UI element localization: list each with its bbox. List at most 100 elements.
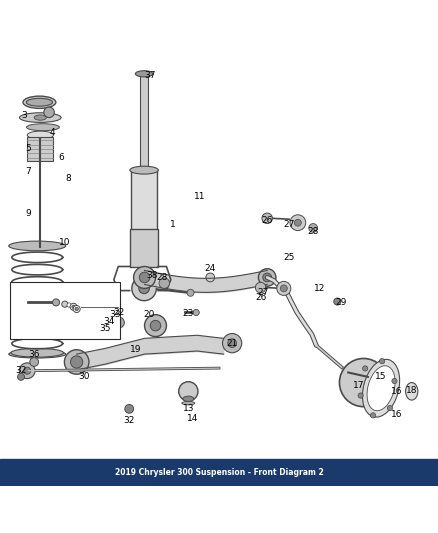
Text: 5: 5	[25, 144, 32, 153]
Circle shape	[262, 213, 272, 223]
Circle shape	[73, 305, 80, 312]
Text: 4: 4	[50, 128, 55, 138]
Ellipse shape	[406, 383, 418, 400]
Bar	[27, 138, 53, 161]
Ellipse shape	[367, 366, 395, 411]
Circle shape	[206, 273, 215, 282]
Text: 34: 34	[103, 317, 114, 326]
Ellipse shape	[34, 115, 46, 120]
Text: 19: 19	[130, 345, 141, 354]
Ellipse shape	[130, 166, 159, 174]
Text: 10: 10	[59, 238, 71, 247]
Bar	[0, 459, 438, 486]
Text: 32: 32	[15, 366, 27, 375]
FancyBboxPatch shape	[10, 282, 120, 339]
Text: 3: 3	[21, 111, 27, 120]
Bar	[130, 229, 158, 266]
Ellipse shape	[363, 359, 399, 417]
Text: 23: 23	[183, 309, 194, 318]
Text: 27: 27	[257, 288, 268, 297]
Ellipse shape	[182, 401, 195, 405]
Circle shape	[277, 281, 291, 295]
Circle shape	[228, 339, 237, 348]
Circle shape	[139, 283, 149, 294]
Circle shape	[134, 266, 155, 288]
Text: 11: 11	[194, 192, 205, 201]
Circle shape	[30, 358, 39, 366]
Circle shape	[70, 303, 77, 310]
Ellipse shape	[23, 96, 56, 108]
Circle shape	[193, 310, 199, 316]
Ellipse shape	[9, 241, 66, 251]
Ellipse shape	[26, 124, 60, 131]
Circle shape	[132, 276, 156, 301]
Circle shape	[114, 317, 124, 328]
Text: 24: 24	[205, 264, 216, 273]
Text: 30: 30	[78, 373, 90, 382]
Circle shape	[392, 378, 397, 384]
Ellipse shape	[11, 349, 64, 357]
Text: 1: 1	[170, 220, 176, 229]
Text: 36: 36	[28, 351, 40, 359]
Ellipse shape	[135, 71, 153, 77]
Text: 35: 35	[99, 324, 111, 333]
Circle shape	[159, 278, 170, 288]
Circle shape	[53, 299, 60, 306]
Text: 6: 6	[58, 152, 64, 161]
Text: 26: 26	[255, 293, 266, 302]
Circle shape	[139, 272, 150, 282]
Text: 15: 15	[375, 373, 387, 382]
Circle shape	[18, 374, 25, 381]
Circle shape	[187, 289, 194, 296]
Circle shape	[371, 413, 376, 418]
Text: 9: 9	[25, 209, 32, 219]
Circle shape	[290, 215, 306, 231]
Circle shape	[379, 359, 385, 364]
Circle shape	[145, 314, 166, 336]
Bar	[140, 74, 148, 170]
Circle shape	[44, 107, 54, 118]
Ellipse shape	[183, 396, 194, 401]
Circle shape	[179, 382, 198, 401]
Circle shape	[75, 307, 78, 311]
Circle shape	[280, 285, 287, 292]
Circle shape	[64, 350, 89, 374]
Text: 26: 26	[261, 216, 273, 225]
Text: 28: 28	[307, 227, 319, 236]
Text: 8: 8	[65, 174, 71, 183]
Circle shape	[309, 223, 318, 232]
Text: 22: 22	[113, 308, 125, 317]
Text: 33: 33	[109, 310, 120, 319]
Circle shape	[71, 356, 83, 368]
Circle shape	[19, 363, 35, 378]
Circle shape	[363, 366, 368, 371]
Ellipse shape	[19, 113, 61, 123]
Text: 28: 28	[156, 273, 168, 282]
Circle shape	[67, 303, 71, 307]
Circle shape	[62, 301, 68, 307]
Text: 17: 17	[353, 381, 365, 390]
Bar	[131, 170, 157, 231]
Circle shape	[125, 405, 134, 413]
Circle shape	[334, 298, 341, 305]
Text: 32: 32	[124, 416, 135, 425]
Text: 27: 27	[283, 220, 295, 229]
Text: 16: 16	[391, 387, 402, 396]
Circle shape	[358, 393, 363, 398]
Text: 20: 20	[143, 310, 155, 319]
Text: 2019 Chrysler 300 Suspension - Front Diagram 2: 2019 Chrysler 300 Suspension - Front Dia…	[115, 468, 323, 477]
Ellipse shape	[26, 98, 53, 106]
Text: 37: 37	[144, 71, 155, 80]
Text: 16: 16	[391, 410, 402, 419]
Text: 18: 18	[406, 385, 417, 394]
Ellipse shape	[9, 350, 66, 358]
Text: 13: 13	[183, 405, 194, 414]
Circle shape	[339, 359, 388, 407]
Ellipse shape	[27, 131, 53, 139]
Text: 14: 14	[187, 415, 198, 423]
Text: 7: 7	[25, 166, 32, 175]
Circle shape	[24, 367, 31, 374]
Circle shape	[263, 273, 272, 282]
Circle shape	[223, 334, 242, 353]
Circle shape	[258, 269, 276, 286]
